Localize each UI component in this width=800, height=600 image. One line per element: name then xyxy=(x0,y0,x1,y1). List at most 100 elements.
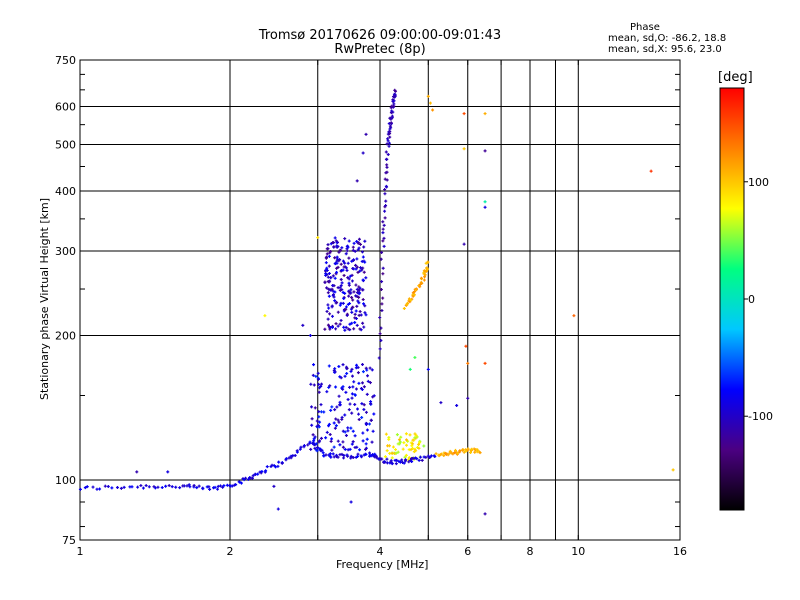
data-point xyxy=(389,121,393,125)
data-point xyxy=(382,223,386,227)
data-point xyxy=(423,273,427,277)
data-point xyxy=(360,362,364,366)
data-point xyxy=(316,236,320,240)
data-point xyxy=(334,424,338,428)
data-point xyxy=(390,462,394,466)
data-point xyxy=(384,204,388,208)
data-point xyxy=(458,449,462,453)
data-point xyxy=(363,304,367,308)
data-point xyxy=(385,165,389,169)
data-point xyxy=(417,442,421,446)
data-point xyxy=(330,287,334,291)
data-point xyxy=(350,367,354,371)
data-point xyxy=(115,485,119,489)
data-point xyxy=(299,445,303,449)
data-point xyxy=(412,438,416,442)
data-point xyxy=(353,312,357,316)
data-point xyxy=(246,477,250,481)
data-point xyxy=(370,440,374,444)
data-point xyxy=(390,456,394,460)
data-point xyxy=(351,385,355,389)
data-point xyxy=(428,101,432,105)
data-point xyxy=(343,374,347,378)
data-point xyxy=(78,487,82,491)
phase-stats-o: mean, sd,O: -86.2, 18.8 xyxy=(608,33,727,44)
data-point xyxy=(382,236,386,240)
data-point xyxy=(355,454,359,458)
data-point xyxy=(336,455,340,459)
data-point xyxy=(98,487,102,491)
data-point xyxy=(404,458,408,462)
data-point xyxy=(347,290,351,294)
data-point xyxy=(335,241,339,245)
data-point xyxy=(347,281,351,285)
data-point xyxy=(350,273,354,277)
data-point xyxy=(374,454,378,458)
chart-subtitle: RwPretec (8p) xyxy=(334,42,426,57)
data-point xyxy=(308,334,312,338)
colorbar-tick-label: 0 xyxy=(748,293,755,306)
data-point xyxy=(336,310,340,314)
data-point xyxy=(356,407,360,411)
data-point xyxy=(395,458,399,462)
data-point xyxy=(396,450,400,454)
data-point xyxy=(364,442,368,446)
data-point xyxy=(360,268,364,272)
data-point xyxy=(280,461,284,465)
data-point xyxy=(343,237,347,241)
data-point xyxy=(222,484,226,488)
data-point xyxy=(464,449,468,453)
data-point xyxy=(394,448,398,452)
data-point xyxy=(350,442,354,446)
data-point xyxy=(351,456,355,460)
data-point xyxy=(310,405,314,409)
data-point xyxy=(309,382,313,386)
data-point xyxy=(330,314,334,318)
data-point xyxy=(342,297,346,301)
data-point xyxy=(359,328,363,332)
colorbar xyxy=(719,87,745,511)
data-point xyxy=(325,286,329,290)
data-point xyxy=(346,327,350,331)
data-point xyxy=(392,102,396,106)
data-point xyxy=(336,245,340,249)
data-point xyxy=(387,435,391,439)
data-point xyxy=(349,426,353,430)
data-point xyxy=(371,429,375,433)
data-point xyxy=(362,403,366,407)
data-point xyxy=(331,289,335,293)
data-point xyxy=(364,132,368,136)
data-point xyxy=(346,429,350,433)
data-point xyxy=(391,445,395,449)
data-point xyxy=(390,114,394,118)
phase-stats-x: mean, sd,X: 95.6, 23.0 xyxy=(608,44,722,55)
data-point xyxy=(356,291,360,295)
data-point xyxy=(483,205,487,209)
data-point xyxy=(345,371,349,375)
data-point xyxy=(239,481,243,485)
data-point xyxy=(483,512,487,516)
data-point xyxy=(340,417,344,421)
data-point xyxy=(139,484,143,488)
data-point xyxy=(166,470,170,474)
data-point xyxy=(308,441,312,445)
data-point xyxy=(208,487,212,491)
data-point xyxy=(381,266,385,270)
data-point xyxy=(219,484,222,488)
data-point xyxy=(478,451,482,455)
data-point xyxy=(411,442,415,446)
data-point xyxy=(386,152,390,156)
data-point xyxy=(339,284,343,288)
data-point xyxy=(326,323,330,327)
data-point xyxy=(354,387,358,391)
data-point xyxy=(379,326,383,330)
data-point xyxy=(361,278,365,282)
data-point xyxy=(357,237,361,241)
data-point xyxy=(388,135,392,139)
data-point xyxy=(362,325,366,329)
data-point xyxy=(356,299,360,303)
x-tick-label: 1 xyxy=(77,545,84,558)
data-point xyxy=(373,452,377,456)
data-point xyxy=(354,294,358,298)
data-point xyxy=(415,457,419,461)
